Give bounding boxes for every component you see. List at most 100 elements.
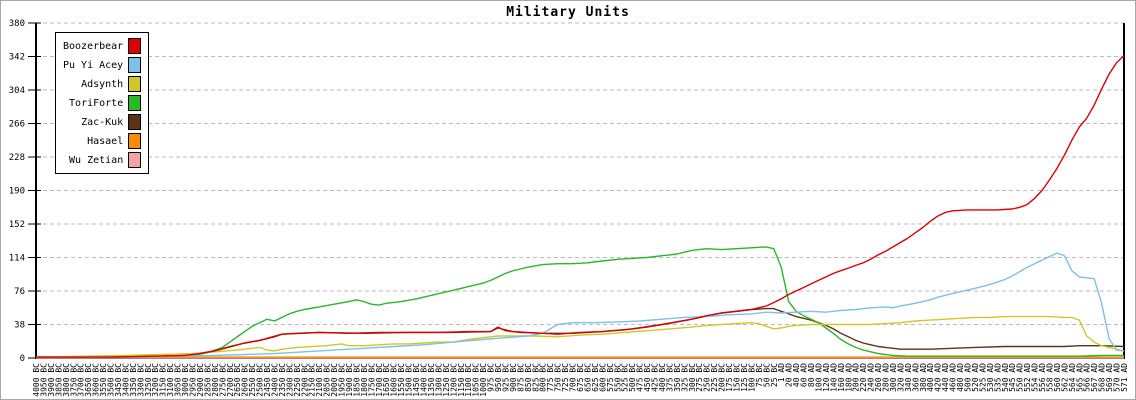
y-tick-label: 114 bbox=[9, 254, 25, 264]
x-tick-label: 525 BC bbox=[621, 363, 630, 392]
series-line-toriforte bbox=[36, 246, 1124, 358]
legend-label: Zac-Kuk bbox=[81, 116, 124, 128]
x-tick-label: 225 BC bbox=[710, 363, 719, 392]
x-tick-label: 1700 BC bbox=[375, 363, 384, 397]
x-tick-label: 2150 BC bbox=[308, 363, 317, 397]
x-tick-label: 2800 BC bbox=[211, 363, 220, 397]
x-tick-label: 220 AD bbox=[859, 363, 868, 392]
y-tick-label: 342 bbox=[9, 53, 25, 63]
x-tick-label: 3900 BC bbox=[47, 363, 56, 397]
y-tick-label: 152 bbox=[9, 220, 25, 230]
x-tick-label: 566 AD bbox=[1083, 363, 1092, 392]
x-tick-label: 565 AD bbox=[1075, 363, 1084, 392]
x-tick-label: 160 AD bbox=[837, 363, 846, 392]
x-tick-label: 3450 BC bbox=[114, 363, 123, 397]
x-tick-label: 562 AD bbox=[1060, 363, 1069, 392]
x-tick-label: 360 AD bbox=[911, 363, 920, 392]
x-tick-label: 567 AD bbox=[1090, 363, 1099, 392]
x-tick-label: 380 AD bbox=[919, 363, 928, 392]
x-tick-label: 2350 BC bbox=[278, 363, 287, 397]
x-tick-label: 571 AD bbox=[1120, 363, 1129, 392]
x-tick-label: 3050 BC bbox=[174, 363, 183, 397]
x-tick-label: 240 AD bbox=[867, 363, 876, 392]
x-tick-label: 420 AD bbox=[934, 363, 943, 392]
legend-item-toriforte: ToriForte bbox=[63, 95, 142, 111]
x-tick-label: 545 AD bbox=[1008, 363, 1017, 392]
x-tick-label: 3550 BC bbox=[99, 363, 108, 397]
x-tick-label: 520 AD bbox=[971, 363, 980, 392]
x-tick-label: 2300 BC bbox=[285, 363, 294, 397]
legend-swatch bbox=[128, 76, 142, 92]
legend-swatch bbox=[128, 133, 142, 149]
x-tick-label: 320 AD bbox=[896, 363, 905, 392]
x-tick-label: 1200 BC bbox=[449, 363, 458, 397]
y-tick-label: 38 bbox=[14, 321, 25, 331]
x-tick-label: 2750 BC bbox=[218, 363, 227, 397]
y-tick-label: 76 bbox=[14, 287, 25, 297]
x-tick-label: 535 AD bbox=[993, 363, 1002, 392]
x-tick-label: 569 AD bbox=[1105, 363, 1114, 392]
x-tick-label: 3750 BC bbox=[69, 363, 78, 397]
x-tick-label: 300 AD bbox=[889, 363, 898, 392]
x-tick-label: 550 BC bbox=[613, 363, 622, 392]
x-tick-label: 500 AD bbox=[964, 363, 973, 392]
x-tick-label: 50 BC bbox=[762, 363, 771, 387]
x-tick-label: 1600 BC bbox=[390, 363, 399, 397]
x-tick-label: 530 AD bbox=[986, 363, 995, 392]
legend-item-wu-zetian: Wu Zetian bbox=[63, 152, 142, 168]
x-tick-label: 2200 BC bbox=[300, 363, 309, 397]
x-tick-label: 150 BC bbox=[733, 363, 742, 392]
x-tick-label: 3100 BC bbox=[166, 363, 175, 397]
x-tick-label: 3800 BC bbox=[62, 363, 71, 397]
x-tick-label: 175 BC bbox=[725, 363, 734, 392]
x-tick-label: 1950 BC bbox=[338, 363, 347, 397]
x-tick-label: 475 BC bbox=[636, 363, 645, 392]
y-tick-label: 266 bbox=[9, 120, 25, 130]
x-tick-label: 3150 BC bbox=[159, 363, 168, 397]
x-tick-label: 1750 BC bbox=[367, 363, 376, 397]
x-tick-label: 1850 BC bbox=[352, 363, 361, 397]
legend-swatch bbox=[128, 152, 142, 168]
series-line-boozerbear bbox=[36, 55, 1125, 358]
x-tick-label: 1100 BC bbox=[464, 363, 473, 397]
x-tick-label: 2550 BC bbox=[248, 363, 257, 397]
x-tick-label: 564 AD bbox=[1068, 363, 1077, 392]
x-tick-label: 325 BC bbox=[680, 363, 689, 392]
x-tick-label: 4000 BC bbox=[32, 363, 41, 397]
legend-swatch bbox=[128, 95, 142, 111]
legend-label: Adsynth bbox=[81, 78, 124, 90]
x-tick-label: 900 BC bbox=[509, 363, 518, 392]
x-tick-label: 1300 BC bbox=[434, 363, 443, 397]
x-tick-label: 775 BC bbox=[546, 363, 555, 392]
x-tick-label: 1150 BC bbox=[457, 363, 466, 397]
legend-swatch bbox=[128, 114, 142, 130]
x-tick-label: 100 AD bbox=[815, 363, 824, 392]
x-tick-label: 1050 BC bbox=[472, 363, 481, 397]
series-line-pu-yi-acey bbox=[36, 252, 1125, 358]
x-tick-label: 600 BC bbox=[598, 363, 607, 392]
x-tick-label: 2700 BC bbox=[226, 363, 235, 397]
x-tick-label: 1900 BC bbox=[345, 363, 354, 397]
x-tick-label: 2600 BC bbox=[241, 363, 250, 397]
x-tick-label: 200 AD bbox=[852, 363, 861, 392]
x-tick-label: 1350 BC bbox=[427, 363, 436, 397]
legend-label: ToriForte bbox=[69, 97, 124, 109]
x-tick-label: 80 AD bbox=[807, 363, 816, 387]
y-tick-label: 190 bbox=[9, 187, 25, 197]
x-tick-label: 554 AD bbox=[1031, 363, 1040, 392]
legend-swatch bbox=[128, 57, 142, 73]
x-tick-label: 20 AD bbox=[785, 363, 794, 387]
x-tick-label: 950 BC bbox=[494, 363, 503, 392]
x-tick-label: 120 AD bbox=[822, 363, 831, 392]
x-tick-label: 575 BC bbox=[606, 363, 615, 392]
x-tick-label: 3300 BC bbox=[136, 363, 145, 397]
x-tick-label: 1500 BC bbox=[405, 363, 414, 397]
x-tick-label: 260 AD bbox=[874, 363, 883, 392]
x-tick-label: 3600 BC bbox=[92, 363, 101, 397]
x-tick-label: 2000 BC bbox=[330, 363, 339, 397]
legend-item-hasael: Hasael bbox=[63, 133, 142, 149]
legend-label: Hasael bbox=[87, 135, 124, 147]
y-tick-label: 0 bbox=[20, 354, 25, 364]
x-tick-label: 2500 BC bbox=[256, 363, 265, 397]
